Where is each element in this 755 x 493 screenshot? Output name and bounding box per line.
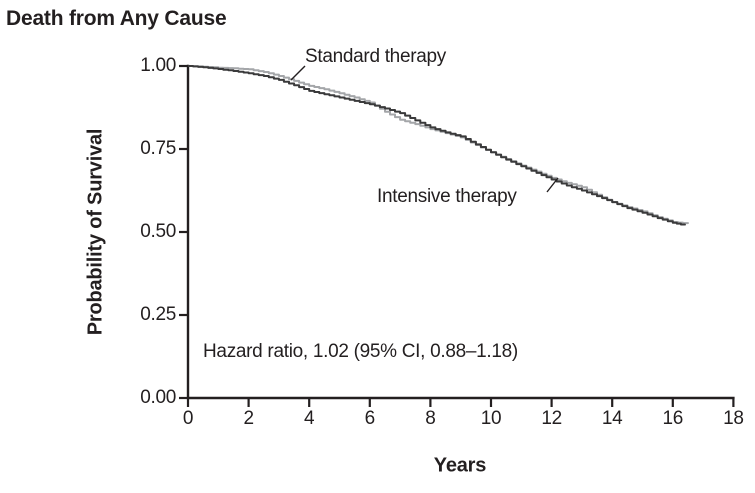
x-tick-label: 10 — [480, 408, 502, 429]
x-tick-label: 0 — [182, 408, 194, 429]
intensive-label-leader-line — [546, 177, 559, 193]
x-tick-label: 18 — [723, 408, 744, 429]
x-tick-label: 12 — [541, 408, 562, 429]
y-tick-label: 0.50 — [140, 221, 176, 242]
x-tick-label: 16 — [662, 408, 684, 429]
hazard-ratio-annotation: Hazard ratio, 1.02 (95% CI, 0.88–1.18) — [203, 341, 518, 362]
y-axis-title: Probability of Survival — [84, 128, 107, 336]
x-tick-label: 4 — [304, 408, 315, 429]
standard-therapy-curve-label: Standard therapy — [305, 46, 446, 67]
figure-title: Death from Any Cause — [6, 7, 227, 30]
x-tick-label: 6 — [364, 408, 376, 429]
x-tick-label: 8 — [425, 408, 436, 429]
y-tick-label: 1.00 — [140, 55, 176, 76]
intensive-therapy-curve-label: Intensive therapy — [377, 186, 517, 207]
y-tick-label: 0.25 — [140, 304, 176, 325]
x-tick-label: 14 — [601, 408, 623, 429]
x-tick-label: 2 — [243, 408, 254, 429]
y-tick-label: 0.75 — [140, 138, 176, 159]
y-tick-label: 0.00 — [140, 387, 176, 408]
x-axis-title: Years — [433, 454, 487, 477]
intensive-therapy-curve — [188, 65, 686, 226]
standard-label-leader-line — [290, 65, 306, 81]
